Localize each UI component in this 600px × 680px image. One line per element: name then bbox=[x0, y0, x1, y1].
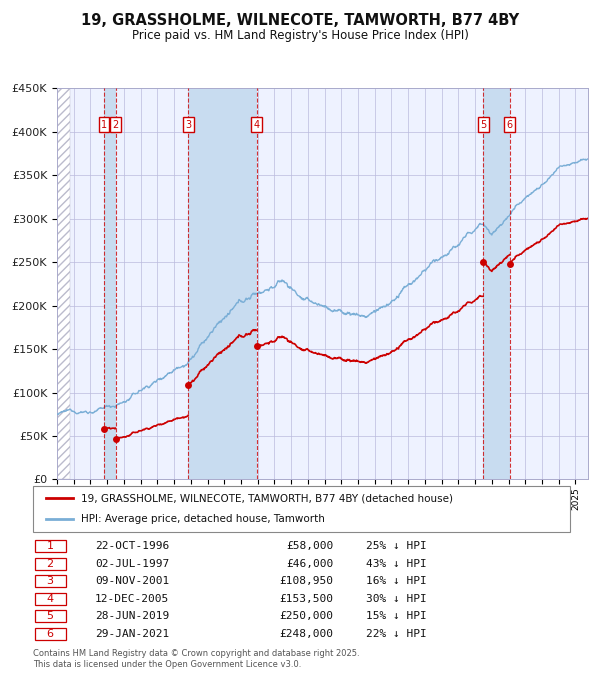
Text: 22% ↓ HPI: 22% ↓ HPI bbox=[366, 629, 427, 639]
Text: £108,950: £108,950 bbox=[280, 576, 334, 586]
Text: 3: 3 bbox=[185, 120, 191, 130]
Text: 3: 3 bbox=[47, 576, 53, 586]
Text: 5: 5 bbox=[480, 120, 487, 130]
Text: £248,000: £248,000 bbox=[280, 629, 334, 639]
Text: Contains HM Land Registry data © Crown copyright and database right 2025.: Contains HM Land Registry data © Crown c… bbox=[33, 649, 359, 658]
Text: 1: 1 bbox=[101, 120, 107, 130]
Bar bbox=[484, 88, 510, 479]
Text: 4: 4 bbox=[254, 120, 260, 130]
Text: 1: 1 bbox=[47, 541, 53, 551]
Text: 43% ↓ HPI: 43% ↓ HPI bbox=[366, 558, 427, 568]
FancyBboxPatch shape bbox=[35, 628, 66, 640]
Text: 6: 6 bbox=[47, 629, 53, 639]
Text: £58,000: £58,000 bbox=[286, 541, 334, 551]
Text: This data is licensed under the Open Government Licence v3.0.: This data is licensed under the Open Gov… bbox=[33, 660, 301, 668]
Text: Price paid vs. HM Land Registry's House Price Index (HPI): Price paid vs. HM Land Registry's House … bbox=[131, 29, 469, 42]
Text: 02-JUL-1997: 02-JUL-1997 bbox=[95, 558, 169, 568]
FancyBboxPatch shape bbox=[35, 593, 66, 605]
Text: 28-JUN-2019: 28-JUN-2019 bbox=[95, 611, 169, 622]
Text: 15% ↓ HPI: 15% ↓ HPI bbox=[366, 611, 427, 622]
Text: 19, GRASSHOLME, WILNECOTE, TAMWORTH, B77 4BY: 19, GRASSHOLME, WILNECOTE, TAMWORTH, B77… bbox=[81, 13, 519, 28]
Text: 2: 2 bbox=[47, 558, 54, 568]
Text: 12-DEC-2005: 12-DEC-2005 bbox=[95, 594, 169, 604]
FancyBboxPatch shape bbox=[35, 558, 66, 570]
FancyBboxPatch shape bbox=[35, 575, 66, 587]
Text: 4: 4 bbox=[47, 594, 54, 604]
Text: 6: 6 bbox=[507, 120, 513, 130]
Text: £46,000: £46,000 bbox=[286, 558, 334, 568]
Text: HPI: Average price, detached house, Tamworth: HPI: Average price, detached house, Tamw… bbox=[82, 514, 325, 524]
FancyBboxPatch shape bbox=[33, 486, 570, 532]
Text: 5: 5 bbox=[47, 611, 53, 622]
Text: 29-JAN-2021: 29-JAN-2021 bbox=[95, 629, 169, 639]
Bar bbox=[104, 88, 116, 479]
Text: 19, GRASSHOLME, WILNECOTE, TAMWORTH, B77 4BY (detached house): 19, GRASSHOLME, WILNECOTE, TAMWORTH, B77… bbox=[82, 493, 454, 503]
FancyBboxPatch shape bbox=[35, 610, 66, 622]
Text: 25% ↓ HPI: 25% ↓ HPI bbox=[366, 541, 427, 551]
Text: 16% ↓ HPI: 16% ↓ HPI bbox=[366, 576, 427, 586]
Text: £153,500: £153,500 bbox=[280, 594, 334, 604]
Text: 2: 2 bbox=[112, 120, 119, 130]
Text: 22-OCT-1996: 22-OCT-1996 bbox=[95, 541, 169, 551]
FancyBboxPatch shape bbox=[35, 540, 66, 552]
Bar bbox=[188, 88, 257, 479]
Text: 09-NOV-2001: 09-NOV-2001 bbox=[95, 576, 169, 586]
Text: 30% ↓ HPI: 30% ↓ HPI bbox=[366, 594, 427, 604]
Text: £250,000: £250,000 bbox=[280, 611, 334, 622]
